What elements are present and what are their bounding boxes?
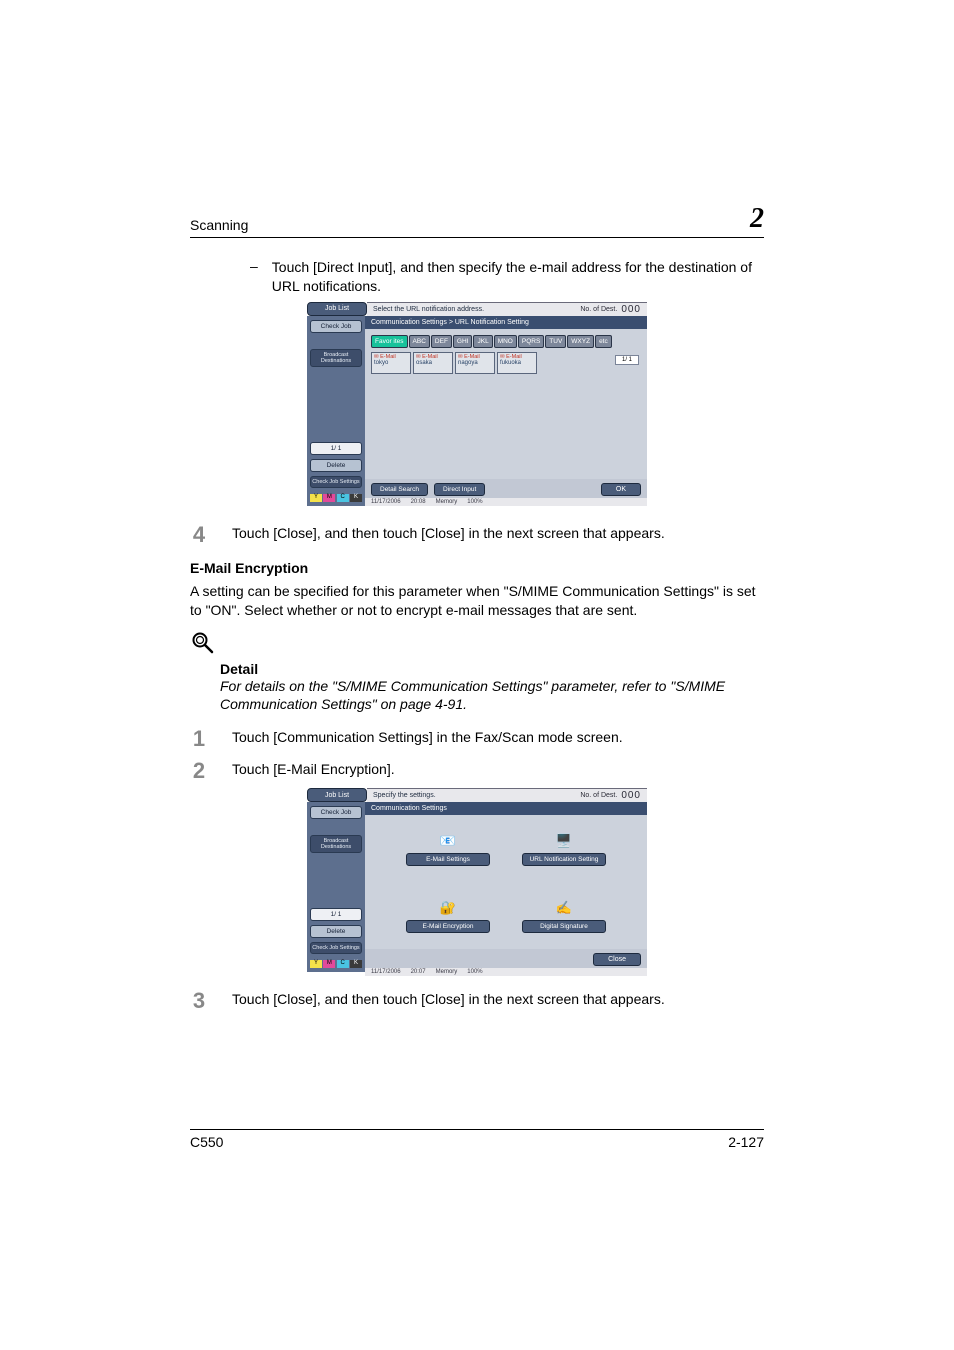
tab-jkl[interactable]: JKL bbox=[473, 335, 492, 348]
dest-tokyo[interactable]: ✉ E-Mailtokyo bbox=[371, 352, 411, 374]
status-memory-label: Memory bbox=[436, 499, 458, 505]
section-name: Scanning bbox=[190, 217, 248, 233]
bullet-text: Touch [Direct Input], and then specify t… bbox=[272, 258, 764, 296]
mfp-screen-comm-settings: Job List Specify the settings. No. of De… bbox=[307, 788, 647, 972]
dest-fukuoka[interactable]: ✉ E-Mailfukuoka bbox=[497, 352, 537, 374]
status-date: 11/17/2006 bbox=[371, 499, 401, 505]
detail-text: For details on the "S/MIME Communication… bbox=[220, 677, 764, 715]
step-3: 3 Touch [Close], and then touch [Close] … bbox=[190, 990, 764, 1012]
step-2: 2 Touch [E-Mail Encryption]. bbox=[190, 760, 764, 782]
delete-button[interactable]: Delete bbox=[310, 925, 362, 938]
status-time: 20:08 bbox=[411, 499, 426, 505]
bullet-item: – Touch [Direct Input], and then specify… bbox=[250, 258, 764, 296]
status-memory-label: Memory bbox=[436, 969, 458, 975]
toner-levels: Y M C K bbox=[310, 958, 362, 968]
step-number: 2 bbox=[190, 760, 208, 782]
page-indicator: 1/ 1 bbox=[615, 355, 639, 365]
broadcast-dest-button[interactable]: Broadcast Destinations bbox=[310, 835, 362, 853]
dest-count-label: No. of Dest. bbox=[580, 792, 617, 799]
email-settings-button[interactable]: 📧 E-Mail Settings bbox=[406, 831, 490, 866]
close-button[interactable]: Close bbox=[593, 953, 641, 966]
left-page-indicator: 1/ 1 bbox=[310, 442, 362, 455]
direct-input-button[interactable]: Direct Input bbox=[434, 483, 485, 496]
toner-k: K bbox=[350, 494, 362, 502]
digital-signature-icon: ✍️ bbox=[522, 898, 606, 918]
digital-signature-button[interactable]: ✍️ Digital Signature bbox=[522, 898, 606, 933]
broadcast-dest-button[interactable]: Broadcast Destinations bbox=[310, 349, 362, 367]
toner-c: C bbox=[337, 960, 349, 968]
email-encryption-button[interactable]: 🔐 E-Mail Encryption bbox=[406, 898, 490, 933]
breadcrumb: Communication Settings bbox=[365, 802, 647, 815]
tab-def[interactable]: DEF bbox=[431, 335, 452, 348]
subheading-email-encryption: E-Mail Encryption bbox=[190, 560, 764, 576]
footer-model: C550 bbox=[190, 1134, 223, 1150]
toner-y: Y bbox=[310, 494, 322, 502]
screen-message: Select the URL notification address. bbox=[373, 306, 484, 313]
check-job-button[interactable]: Check Job bbox=[310, 320, 362, 333]
status-time: 20:07 bbox=[411, 969, 426, 975]
delete-button[interactable]: Delete bbox=[310, 459, 362, 472]
status-memory-value: 100% bbox=[467, 499, 482, 505]
page-content: – Touch [Direct Input], and then specify… bbox=[190, 258, 764, 1012]
email-encryption-icon: 🔐 bbox=[406, 898, 490, 918]
tab-favorites[interactable]: Favor ites bbox=[371, 335, 408, 348]
status-date: 11/17/2006 bbox=[371, 969, 401, 975]
step-number: 1 bbox=[190, 728, 208, 750]
bullet-dash: – bbox=[250, 258, 258, 296]
step-1: 1 Touch [Communication Settings] in the … bbox=[190, 728, 764, 750]
url-notification-button[interactable]: 🖥️ URL Notification Setting bbox=[522, 831, 606, 866]
page-footer: C550 2-127 bbox=[190, 1129, 764, 1150]
toner-m: M bbox=[323, 960, 335, 968]
screen-message: Specify the settings. bbox=[373, 792, 436, 799]
detail-label: Detail bbox=[220, 661, 764, 677]
step-text: Touch [Close], and then touch [Close] in… bbox=[232, 524, 764, 543]
step-text: Touch [Close], and then touch [Close] in… bbox=[232, 990, 764, 1009]
tab-tuv[interactable]: TUV bbox=[545, 335, 566, 348]
step-4: 4 Touch [Close], and then touch [Close] … bbox=[190, 524, 764, 546]
status-memory-value: 100% bbox=[467, 969, 482, 975]
dest-nagoya[interactable]: ✉ E-Mailnagoya bbox=[455, 352, 495, 374]
step-number: 3 bbox=[190, 990, 208, 1012]
footer-page: 2-127 bbox=[728, 1134, 764, 1150]
detail-note: Detail For details on the "S/MIME Commun… bbox=[190, 630, 764, 715]
check-job-settings-button[interactable]: Check Job Settings bbox=[310, 476, 362, 488]
breadcrumb: Communication Settings > URL Notificatio… bbox=[365, 316, 647, 329]
ok-button[interactable]: OK bbox=[601, 483, 641, 496]
toner-k: K bbox=[350, 960, 362, 968]
tab-abc[interactable]: ABC bbox=[409, 335, 430, 348]
chapter-number: 2 bbox=[750, 205, 764, 233]
step-number: 4 bbox=[190, 524, 208, 546]
tab-wxyz[interactable]: WXYZ bbox=[567, 335, 594, 348]
email-settings-icon: 📧 bbox=[406, 831, 490, 851]
tab-etc[interactable]: etc bbox=[595, 335, 612, 348]
toner-levels: Y M C K bbox=[310, 492, 362, 502]
mfp-screen-url-notification: Job List Select the URL notification add… bbox=[307, 302, 647, 506]
tab-ghi[interactable]: GHI bbox=[453, 335, 473, 348]
encryption-paragraph: A setting can be specified for this para… bbox=[190, 582, 764, 620]
tab-mno[interactable]: MNO bbox=[494, 335, 517, 348]
dest-count: 000 bbox=[621, 790, 641, 801]
job-list-tab[interactable]: Job List bbox=[307, 302, 367, 316]
check-job-settings-button[interactable]: Check Job Settings bbox=[310, 942, 362, 954]
toner-m: M bbox=[323, 494, 335, 502]
dest-count-label: No. of Dest. bbox=[580, 306, 617, 313]
alpha-tabs: Favor ites ABC DEF GHI JKL MNO PQRS TUV … bbox=[371, 335, 641, 348]
toner-c: C bbox=[337, 494, 349, 502]
step-text: Touch [Communication Settings] in the Fa… bbox=[232, 728, 764, 747]
step-text: Touch [E-Mail Encryption]. bbox=[232, 760, 764, 779]
dest-osaka[interactable]: ✉ E-Mailosaka bbox=[413, 352, 453, 374]
page-header: Scanning 2 bbox=[190, 205, 764, 238]
tab-pqrs[interactable]: PQRS bbox=[518, 335, 544, 348]
toner-y: Y bbox=[310, 960, 322, 968]
url-notification-icon: 🖥️ bbox=[522, 831, 606, 851]
dest-count: 000 bbox=[621, 304, 641, 315]
left-page-indicator: 1/ 1 bbox=[310, 908, 362, 921]
magnifier-icon bbox=[190, 630, 214, 654]
check-job-button[interactable]: Check Job bbox=[310, 806, 362, 819]
job-list-tab[interactable]: Job List bbox=[307, 788, 367, 802]
detail-search-button[interactable]: Detail Search bbox=[371, 483, 428, 496]
